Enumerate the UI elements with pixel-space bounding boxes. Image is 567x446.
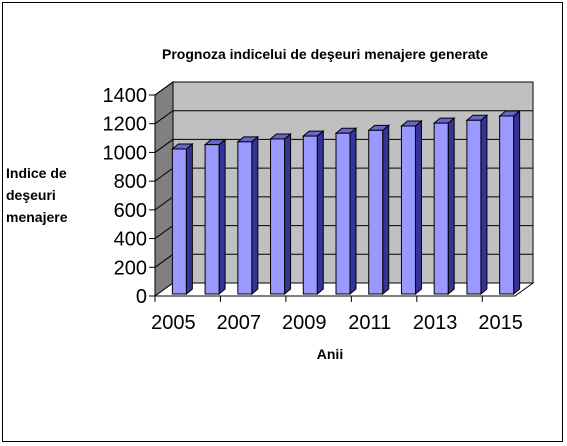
bar xyxy=(433,122,449,295)
chart-title: Prognoza indicelui de deşeuri menajere g… xyxy=(162,46,488,62)
x-tick-label: 2013 xyxy=(413,312,458,334)
x-tick-label: 2011 xyxy=(348,312,391,334)
x-tick-label: 2005 xyxy=(151,312,196,334)
bar xyxy=(171,148,187,295)
y-tick-label: 200 xyxy=(114,257,147,279)
bar xyxy=(204,144,220,295)
x-tick-label: 2015 xyxy=(478,312,523,334)
side-wall xyxy=(154,81,174,297)
bar xyxy=(466,119,482,295)
bar-side xyxy=(414,119,422,296)
bar-side xyxy=(284,132,292,296)
bar-side xyxy=(513,109,521,296)
y-axis-label-line-3: menajere xyxy=(6,209,68,225)
y-tick-label: 600 xyxy=(114,200,147,222)
y-tick-label: 800 xyxy=(114,171,147,193)
y-tick-label: 1000 xyxy=(103,142,148,164)
bar-side xyxy=(480,114,488,296)
y-tick-label: 0 xyxy=(136,286,147,308)
x-tick-label: 2009 xyxy=(282,312,327,334)
x-axis-label: Anii xyxy=(316,346,344,362)
bar xyxy=(335,132,351,295)
bar xyxy=(302,135,318,295)
bar xyxy=(499,115,515,295)
bar xyxy=(400,125,416,295)
bar xyxy=(368,129,384,295)
bar xyxy=(237,141,253,295)
bar-side xyxy=(316,130,324,296)
bar-side xyxy=(447,117,455,296)
bar-side xyxy=(251,135,259,296)
bar-side xyxy=(382,124,390,296)
y-axis-label: Indice de deşeuri menajere xyxy=(6,162,88,228)
bar xyxy=(270,138,286,295)
bar-side xyxy=(349,127,357,296)
gridline xyxy=(154,81,533,96)
y-axis-label-line-1: Indice de xyxy=(6,165,67,181)
x-tick-label: 2007 xyxy=(217,312,262,334)
bar-side xyxy=(218,138,226,296)
y-axis-label-line-2: deşeuri xyxy=(6,187,56,203)
y-tick-label: 400 xyxy=(114,229,147,251)
bar-side xyxy=(185,142,193,296)
y-tick-label: 1400 xyxy=(103,85,148,107)
gridline xyxy=(154,110,533,125)
y-tick-label: 1200 xyxy=(103,114,148,136)
